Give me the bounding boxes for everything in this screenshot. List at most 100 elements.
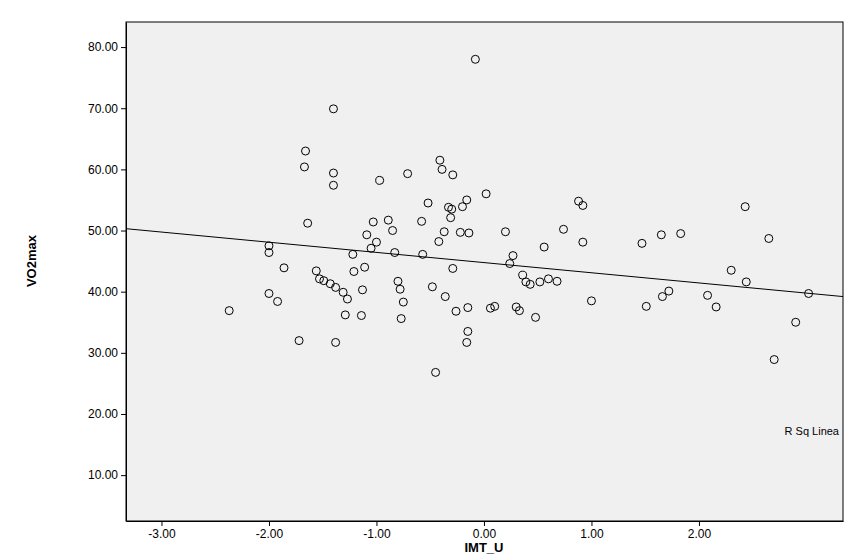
point bbox=[363, 231, 371, 239]
point bbox=[265, 290, 273, 298]
point bbox=[765, 234, 773, 242]
point bbox=[418, 217, 426, 225]
y-tick-label: 50.00 bbox=[88, 224, 118, 238]
point bbox=[432, 368, 440, 376]
point bbox=[575, 197, 583, 205]
point bbox=[312, 267, 320, 275]
point bbox=[391, 249, 399, 257]
point bbox=[369, 218, 377, 226]
x-tick-mark bbox=[376, 521, 377, 526]
point bbox=[658, 293, 666, 301]
fit-line bbox=[126, 229, 843, 297]
point bbox=[677, 230, 685, 238]
point bbox=[384, 216, 392, 224]
point bbox=[274, 297, 282, 305]
y-tick-label: 70.00 bbox=[88, 102, 118, 116]
y-tick-mark bbox=[121, 414, 126, 415]
x-tick: 1.00 bbox=[580, 521, 604, 541]
y-tick-mark bbox=[121, 47, 126, 48]
y-tick-mark bbox=[121, 292, 126, 293]
plot: -3.00 -2.00 -1.00 0.00 1.00 2.00 10.00 20.00 30.… bbox=[88, 22, 844, 541]
point bbox=[704, 291, 712, 299]
x-tick: 2.00 bbox=[688, 521, 712, 541]
y-tick-label: 30.00 bbox=[88, 346, 118, 360]
x-tick-mark bbox=[591, 521, 592, 526]
chart: -3.00 -2.00 -1.00 0.00 1.00 2.00 10.00 20.00 30.… bbox=[0, 0, 847, 558]
point bbox=[579, 238, 587, 246]
x-tick: 0.00 bbox=[473, 521, 497, 541]
point bbox=[329, 105, 337, 113]
point bbox=[449, 171, 457, 179]
x-tick-mark bbox=[269, 521, 270, 526]
point bbox=[404, 170, 412, 178]
point bbox=[560, 225, 568, 233]
y-tick-label: 20.00 bbox=[88, 407, 118, 421]
point bbox=[372, 238, 380, 246]
x-tick-label: 2.00 bbox=[688, 527, 712, 541]
y-tick-mark bbox=[121, 108, 126, 109]
point bbox=[642, 302, 650, 310]
point bbox=[341, 311, 349, 319]
marks bbox=[126, 55, 843, 376]
point bbox=[657, 231, 665, 239]
point bbox=[265, 249, 273, 257]
point bbox=[712, 303, 720, 311]
y-tick: 20.00 bbox=[88, 407, 126, 421]
x-tick-mark bbox=[699, 521, 700, 526]
point bbox=[540, 243, 548, 251]
y-tick: 80.00 bbox=[88, 40, 126, 54]
point bbox=[376, 176, 384, 184]
point bbox=[304, 219, 312, 227]
y-tick-mark bbox=[121, 475, 126, 476]
point bbox=[770, 356, 778, 364]
point bbox=[329, 181, 337, 189]
point bbox=[587, 297, 595, 305]
point bbox=[343, 295, 351, 303]
x-tick-label: -3.00 bbox=[148, 527, 176, 541]
y-tick-label: 10.00 bbox=[88, 468, 118, 482]
x-tick: -2.00 bbox=[256, 521, 284, 541]
point bbox=[792, 318, 800, 326]
point bbox=[447, 214, 455, 222]
y-tick: 50.00 bbox=[88, 224, 126, 238]
point bbox=[464, 327, 472, 335]
point bbox=[428, 283, 436, 291]
point bbox=[449, 264, 457, 272]
y-tick-label: 80.00 bbox=[88, 40, 118, 54]
point bbox=[329, 169, 337, 177]
y-tick-mark bbox=[121, 353, 126, 354]
y-axis-title: VO2max bbox=[24, 234, 39, 287]
point bbox=[536, 278, 544, 286]
point bbox=[482, 190, 490, 198]
y-tick: 30.00 bbox=[88, 346, 126, 360]
y-axis: 10.0020.0030.0040.0050.0060.0070.0080.00 bbox=[88, 23, 127, 522]
point bbox=[515, 307, 523, 315]
point bbox=[332, 338, 340, 346]
point bbox=[389, 227, 397, 235]
point bbox=[361, 263, 369, 271]
point bbox=[742, 278, 750, 286]
point bbox=[302, 147, 310, 155]
point bbox=[350, 268, 358, 276]
point bbox=[357, 312, 365, 320]
point bbox=[471, 55, 479, 63]
x-tick-mark bbox=[484, 521, 485, 526]
point bbox=[438, 165, 446, 173]
x-tick: -3.00 bbox=[148, 521, 176, 541]
point bbox=[509, 252, 517, 260]
y-tick-mark bbox=[121, 231, 126, 232]
y-tick: 10.00 bbox=[88, 468, 126, 482]
x-axis-title: IMT_U bbox=[464, 540, 503, 555]
point bbox=[553, 277, 561, 285]
point bbox=[463, 196, 471, 204]
point bbox=[665, 287, 673, 295]
point bbox=[436, 156, 444, 164]
point bbox=[465, 229, 473, 237]
point bbox=[349, 250, 357, 258]
point bbox=[448, 205, 456, 213]
point bbox=[358, 286, 366, 294]
x-axis: -3.00 -2.00 -1.00 0.00 1.00 2.00 bbox=[127, 521, 844, 541]
point bbox=[506, 260, 514, 268]
x-axis-line bbox=[127, 521, 844, 522]
x-tick-label: -1.00 bbox=[363, 527, 391, 541]
